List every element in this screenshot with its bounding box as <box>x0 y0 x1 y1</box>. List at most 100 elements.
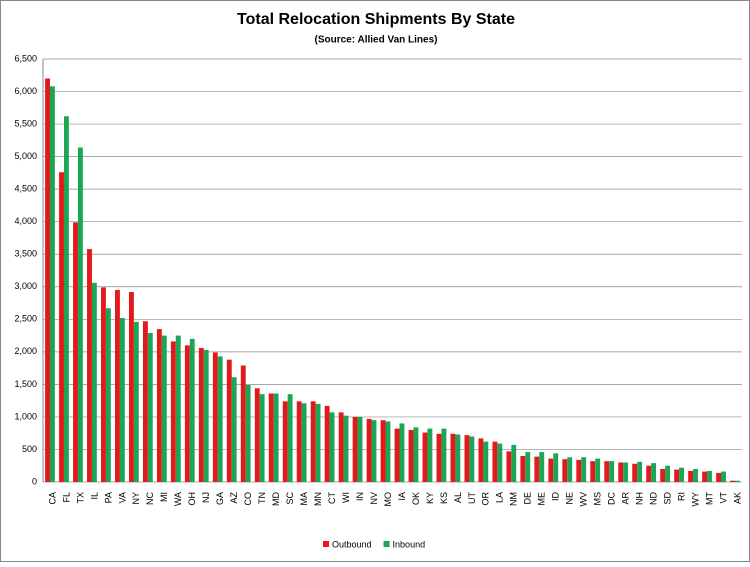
bar <box>511 444 517 482</box>
x-tick-label: KS <box>439 492 449 504</box>
bar <box>301 403 307 482</box>
legend-swatch <box>323 541 329 547</box>
bar <box>87 249 92 482</box>
bar <box>189 338 195 482</box>
bar <box>357 416 363 482</box>
x-tick-label: OR <box>481 491 491 505</box>
bar <box>385 421 391 482</box>
x-tick-label: OH <box>187 492 197 506</box>
bar <box>637 461 643 482</box>
bar <box>464 435 470 482</box>
bar <box>217 356 223 482</box>
bar <box>427 428 433 482</box>
y-tick-label: 4,000 <box>14 216 37 226</box>
bar <box>343 415 349 482</box>
x-tick-label: MI <box>159 492 169 502</box>
bar <box>660 468 666 482</box>
bar <box>651 463 657 482</box>
bar <box>399 423 405 482</box>
bar <box>506 451 512 482</box>
y-tick-label: 2,500 <box>14 314 37 324</box>
bar <box>45 78 50 483</box>
bar <box>338 412 344 482</box>
bar <box>693 468 698 482</box>
bar <box>329 412 335 482</box>
bar <box>478 438 484 482</box>
bar <box>539 452 545 482</box>
y-tick-label: 3,000 <box>14 281 37 291</box>
bar <box>73 222 78 482</box>
bar <box>161 335 167 482</box>
x-tick-label: ME <box>537 492 547 506</box>
bar <box>422 432 428 482</box>
bar <box>469 436 475 482</box>
bar <box>254 388 260 482</box>
bar <box>688 470 694 482</box>
y-tick-label: 500 <box>22 444 37 454</box>
x-tick-label: CA <box>47 492 57 505</box>
bar <box>245 385 251 482</box>
x-tick-label: MS <box>593 492 603 506</box>
bar <box>49 86 55 482</box>
bar <box>497 443 503 482</box>
legend-label: Outbound <box>332 539 372 549</box>
x-tick-label: ND <box>649 492 659 505</box>
bar <box>562 459 568 482</box>
bar <box>716 472 722 482</box>
bar <box>198 347 204 482</box>
bar <box>105 308 111 482</box>
y-tick-label: 0 <box>32 476 37 486</box>
bar <box>679 467 684 482</box>
bar <box>231 377 237 482</box>
x-tick-label: NM <box>509 492 519 506</box>
bar <box>133 321 139 482</box>
x-tick-label: IA <box>397 492 407 501</box>
x-tick-label: NC <box>145 492 155 505</box>
bar <box>665 465 671 482</box>
bar <box>287 394 293 482</box>
x-tick-label: SC <box>285 492 295 505</box>
bar <box>618 462 624 482</box>
y-tick-label: 6,500 <box>14 53 37 63</box>
bar <box>646 465 652 482</box>
bar <box>595 458 601 482</box>
bar <box>707 470 712 482</box>
y-tick-label: 2,000 <box>14 346 37 356</box>
bar <box>380 420 386 482</box>
bar <box>366 418 372 482</box>
y-tick-label: 4,500 <box>14 184 37 194</box>
x-tick-label: AR <box>621 492 631 505</box>
y-tick-label: 5,000 <box>14 151 37 161</box>
bar <box>91 282 97 482</box>
bar <box>534 456 540 482</box>
bar <box>609 461 615 482</box>
bar <box>184 345 190 482</box>
bar <box>310 401 316 482</box>
x-tick-label: MD <box>271 492 281 506</box>
bar <box>590 461 596 482</box>
bar <box>548 458 554 482</box>
x-tick-label: NJ <box>201 492 211 503</box>
bar <box>240 365 246 482</box>
y-tick-label: 1,500 <box>14 379 37 389</box>
bar <box>581 457 587 482</box>
x-tick-label: RI <box>676 492 686 501</box>
y-tick-label: 5,500 <box>14 118 37 128</box>
bar <box>175 335 181 482</box>
bar <box>483 441 489 482</box>
bar <box>408 429 414 482</box>
legend-swatch <box>383 541 390 547</box>
x-tick-label: NY <box>131 492 141 505</box>
bar <box>450 433 456 482</box>
bar <box>273 393 279 482</box>
x-tick-label: NH <box>635 492 645 505</box>
bar <box>730 480 736 482</box>
x-tick-label: TX <box>75 492 85 504</box>
bar <box>203 349 209 482</box>
y-tick-label: 3,500 <box>14 249 37 259</box>
x-tick-label: WA <box>173 492 183 506</box>
bar <box>702 471 708 482</box>
bar <box>119 318 125 482</box>
bar <box>77 147 83 482</box>
